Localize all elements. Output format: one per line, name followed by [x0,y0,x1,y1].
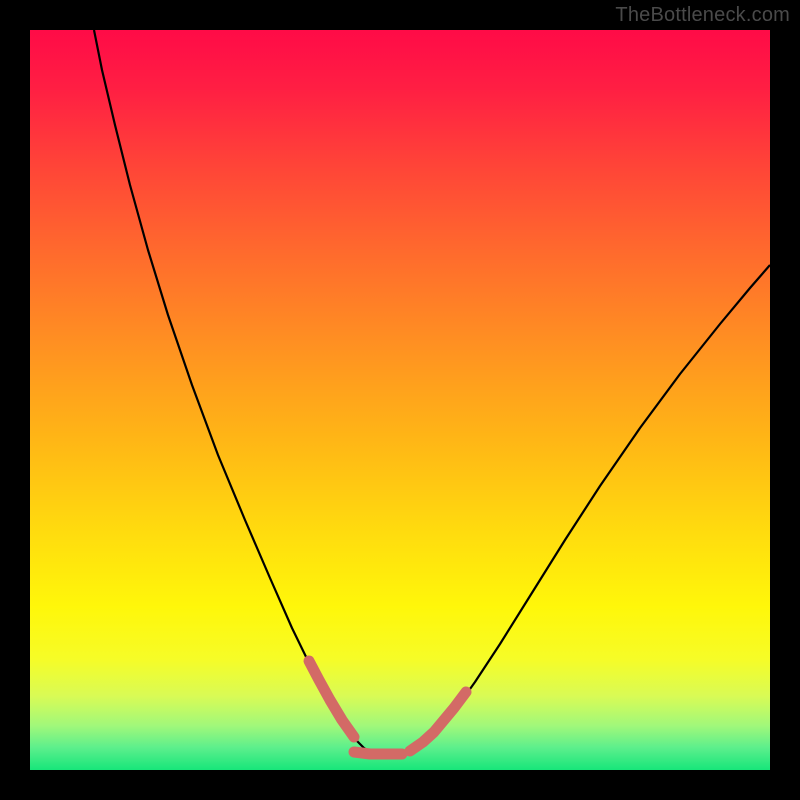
highlight-segment-1 [354,752,402,754]
plot-area [30,30,770,770]
chart-stage: TheBottleneck.com [0,0,800,800]
gradient-background [30,30,770,770]
plot-svg [30,30,770,770]
watermark-label: TheBottleneck.com [615,4,790,27]
